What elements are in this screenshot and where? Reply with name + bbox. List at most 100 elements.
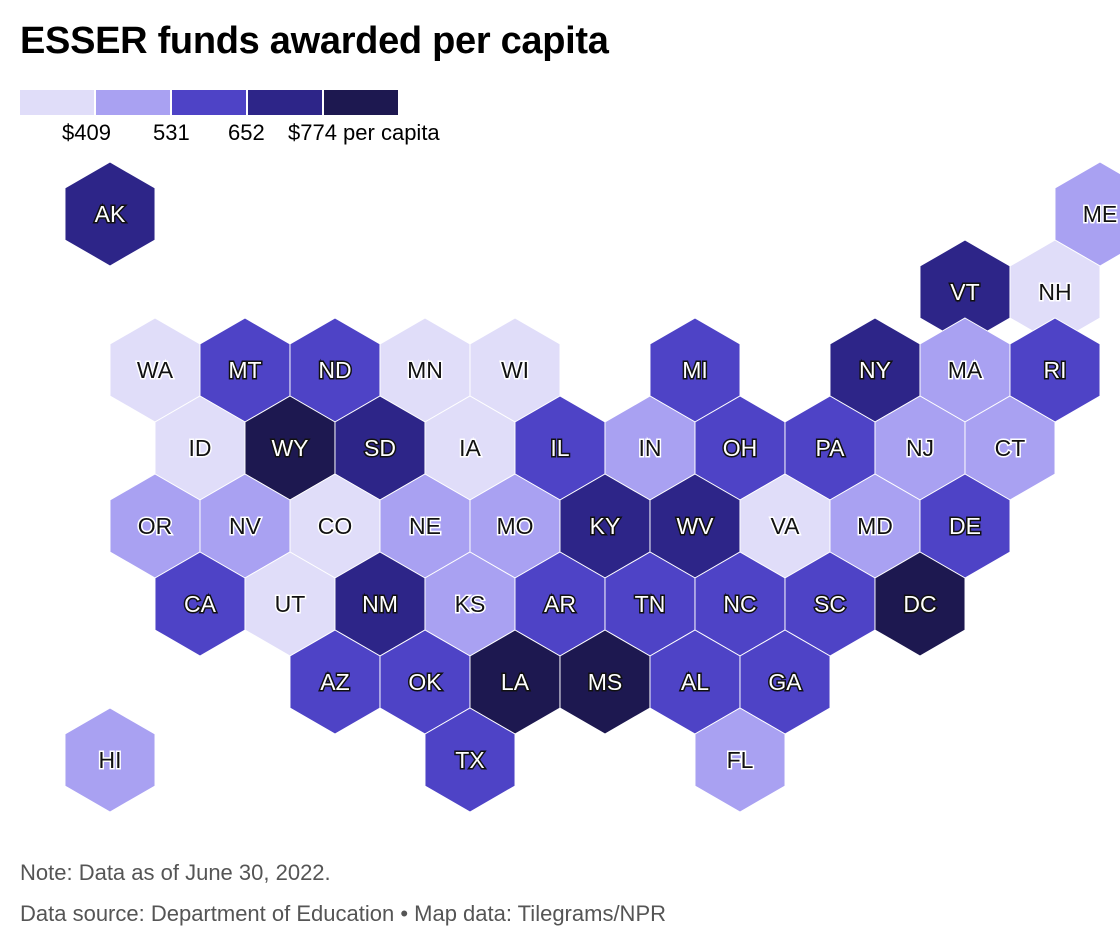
state-label-ri: RI: [1044, 357, 1067, 383]
state-label-wa: WA: [137, 357, 174, 383]
legend-swatch-5: [324, 90, 398, 115]
state-hex-tx: TX: [424, 707, 516, 813]
state-hex-id: ID: [154, 395, 246, 501]
state-label-or: OR: [138, 513, 173, 539]
state-hex-tn: TN: [604, 551, 696, 657]
state-label-ma: MA: [948, 357, 983, 383]
state-label-mt: MT: [228, 357, 261, 383]
state-hex-sc: SC: [784, 551, 876, 657]
state-label-ks: KS: [455, 591, 486, 617]
state-hex-nh: NH: [1009, 239, 1101, 345]
state-label-hi: HI: [99, 747, 122, 773]
state-label-sd: SD: [364, 435, 396, 461]
state-label-nh: NH: [1038, 279, 1071, 305]
state-label-nd: ND: [318, 357, 351, 383]
state-hex-ma: MA: [919, 317, 1011, 423]
state-label-wi: WI: [501, 357, 529, 383]
state-label-al: AL: [681, 669, 709, 695]
state-label-ct: CT: [995, 435, 1026, 461]
state-hex-fl: FL: [694, 707, 786, 813]
state-label-fl: FL: [727, 747, 754, 773]
state-label-ny: NY: [859, 357, 891, 383]
legend-swatch-2: [96, 90, 170, 115]
state-label-nv: NV: [229, 513, 262, 539]
state-label-ca: CA: [184, 591, 217, 617]
state-hex-ct: CT: [964, 395, 1056, 501]
state-hex-ky: KY: [559, 473, 651, 579]
state-hex-in: IN: [604, 395, 696, 501]
legend-label-2: 531: [153, 120, 190, 145]
state-hex-wy: WY: [244, 395, 336, 501]
state-hex-ok: OK: [379, 629, 471, 735]
state-label-ms: MS: [588, 669, 623, 695]
state-hex-az: AZ: [289, 629, 381, 735]
legend-swatch-3: [172, 90, 246, 115]
state-hex-de: DE: [919, 473, 1011, 579]
legend-label-3: 652: [228, 120, 265, 145]
state-hex-ms: MS: [559, 629, 651, 735]
state-label-ia: IA: [459, 435, 481, 461]
color-legend: $409 531 652 $774 per capita: [20, 90, 480, 150]
state-hex-ca: CA: [154, 551, 246, 657]
state-hex-mo: MO: [469, 473, 561, 579]
state-hex-ri: RI: [1009, 317, 1101, 423]
chart-title: ESSER funds awarded per capita: [20, 20, 609, 62]
state-label-ga: GA: [768, 669, 802, 695]
state-hex-hi: HI: [64, 707, 156, 813]
state-label-va: VA: [771, 513, 801, 539]
state-hex-ks: KS: [424, 551, 516, 657]
state-label-nc: NC: [723, 591, 756, 617]
state-label-id: ID: [189, 435, 212, 461]
state-hex-mn: MN: [379, 317, 471, 423]
legend-swatch-4: [248, 90, 322, 115]
legend-swatch-1: [20, 90, 94, 115]
state-label-la: LA: [501, 669, 530, 695]
state-label-ky: KY: [590, 513, 621, 539]
state-label-me: ME: [1083, 201, 1118, 227]
state-hex-wv: WV: [649, 473, 741, 579]
state-label-mn: MN: [407, 357, 443, 383]
state-hex-nc: NC: [694, 551, 786, 657]
data-source: Data source: Department of Education • M…: [20, 901, 667, 926]
state-hex-al: AL: [649, 629, 741, 735]
state-label-nm: NM: [362, 591, 398, 617]
state-label-ar: AR: [544, 591, 576, 617]
state-hex-dc: DC: [874, 551, 966, 657]
state-label-md: MD: [857, 513, 893, 539]
state-label-sc: SC: [814, 591, 846, 617]
state-label-wy: WY: [271, 435, 308, 461]
state-label-co: CO: [318, 513, 353, 539]
state-label-ut: UT: [275, 591, 306, 617]
state-label-nj: NJ: [906, 435, 934, 461]
state-hex-me: ME: [1054, 161, 1120, 267]
state-label-vt: VT: [950, 279, 979, 305]
state-label-in: IN: [639, 435, 662, 461]
state-hex-nd: ND: [289, 317, 381, 423]
state-hex-md: MD: [829, 473, 921, 579]
state-label-wv: WV: [676, 513, 714, 539]
state-label-dc: DC: [903, 591, 936, 617]
state-label-tx: TX: [455, 747, 484, 773]
state-hex-ny: NY: [829, 317, 921, 423]
state-hex-mi: MI: [649, 317, 741, 423]
state-hex-wi: WI: [469, 317, 561, 423]
data-note: Note: Data as of June 30, 2022.: [20, 860, 331, 885]
state-hex-vt: VT: [919, 239, 1011, 345]
state-label-ak: AK: [95, 201, 126, 227]
state-label-oh: OH: [723, 435, 758, 461]
state-label-mi: MI: [682, 357, 708, 383]
legend-label-1: $409: [62, 120, 111, 145]
state-label-az: AZ: [320, 669, 349, 695]
state-label-tn: TN: [635, 591, 666, 617]
state-hex-mt: MT: [199, 317, 291, 423]
state-hex-nm: NM: [334, 551, 426, 657]
legend-label-4: $774 per capita: [288, 120, 440, 145]
state-label-mo: MO: [496, 513, 533, 539]
state-hex-ak: AK: [64, 161, 156, 267]
state-hex-ne: NE: [379, 473, 471, 579]
state-label-il: IL: [550, 435, 569, 461]
state-label-ne: NE: [409, 513, 441, 539]
state-hex-ar: AR: [514, 551, 606, 657]
state-label-pa: PA: [816, 435, 846, 461]
